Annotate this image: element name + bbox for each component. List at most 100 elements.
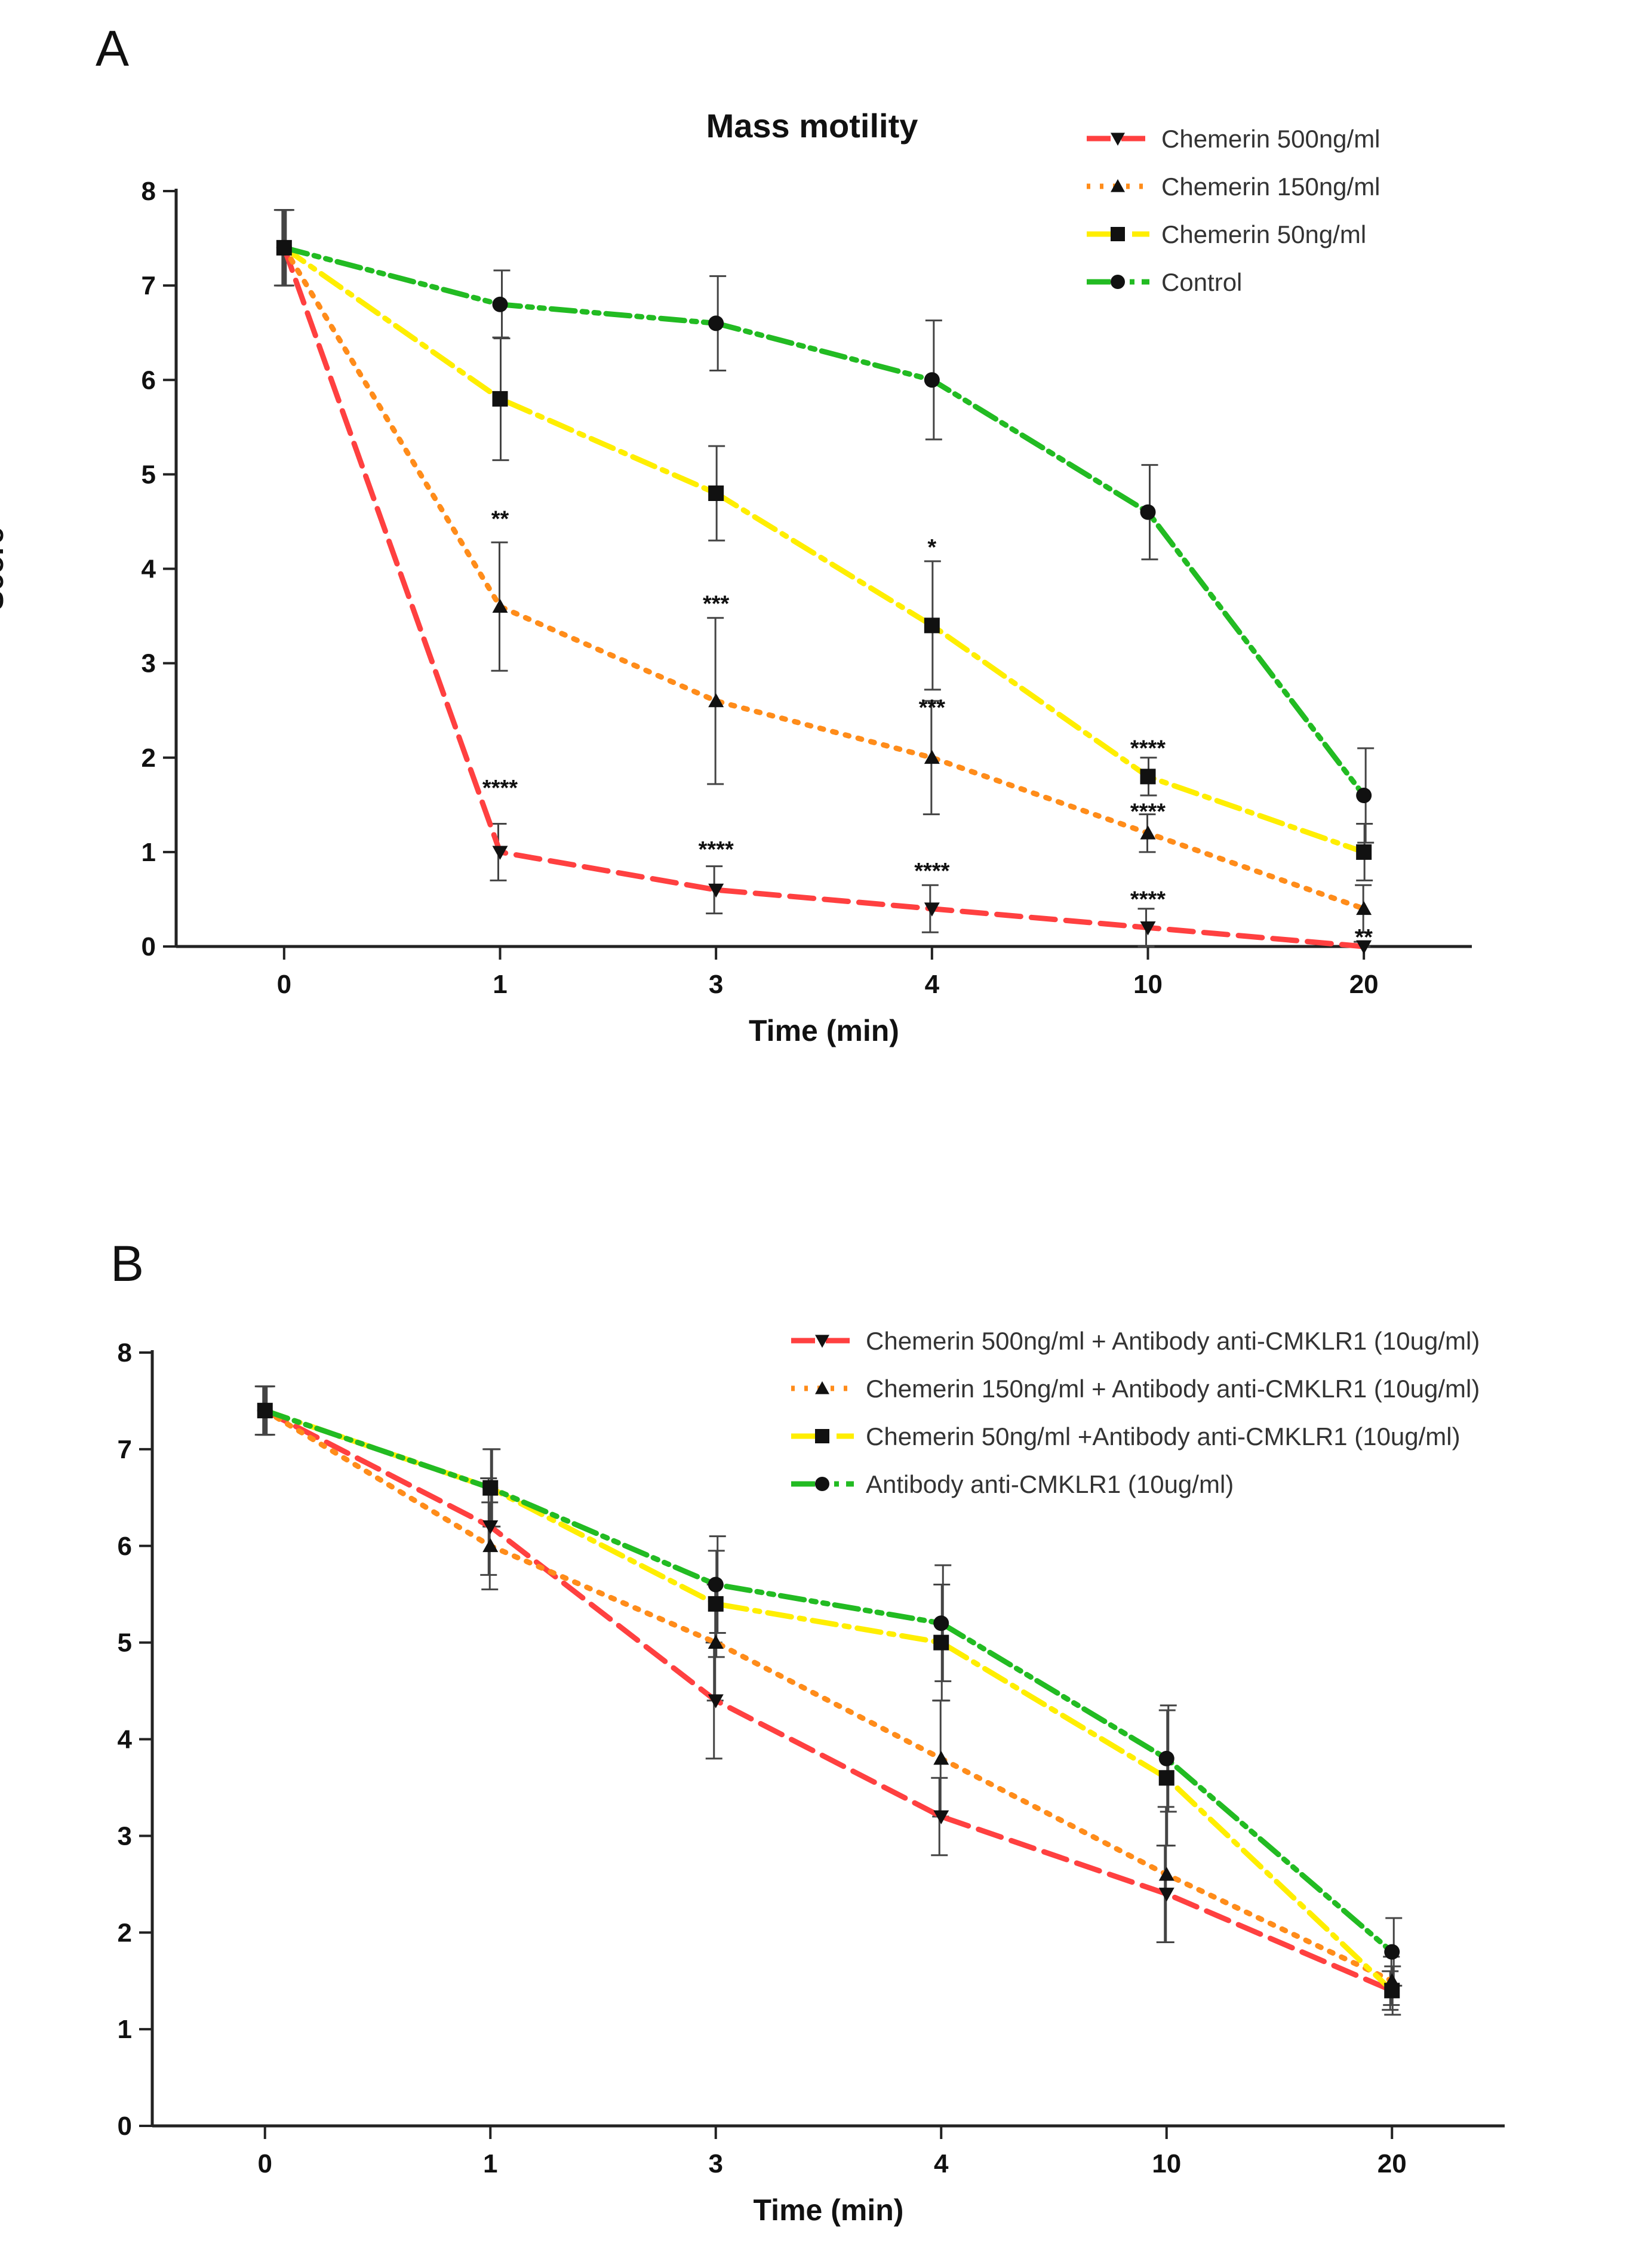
significance-annotation: ****: [1130, 887, 1166, 912]
y-tick-label: 7: [142, 271, 156, 300]
x-tick-label: 1: [483, 2149, 497, 2178]
legend-entry: Control: [1161, 268, 1242, 296]
x-tick-label: 10: [1152, 2149, 1181, 2178]
data-point-series-4: [492, 296, 508, 312]
data-point-series-3: [1158, 1770, 1174, 1786]
data-point-series-2: [492, 598, 508, 613]
legend-marker: [815, 1429, 829, 1443]
data-point-series-4: [1140, 504, 1156, 520]
y-tick-label: 8: [142, 177, 156, 206]
data-point-series-1: [492, 846, 508, 860]
data-point-series-3: [1384, 1983, 1400, 1999]
y-tick-label: 5: [118, 1628, 132, 1658]
legend-marker: [1111, 275, 1125, 289]
significance-annotation: *: [927, 535, 936, 560]
significance-annotation: **: [491, 506, 509, 531]
data-point-series-2: [1158, 1867, 1174, 1881]
y-tick-label: 1: [142, 838, 156, 867]
significance-annotation: ****: [914, 859, 949, 884]
data-point-series-4: [708, 1576, 724, 1593]
data-point-series-2: [708, 1634, 724, 1649]
data-point-series-4: [933, 1615, 949, 1631]
data-point-series-3: [933, 1634, 949, 1651]
significance-annotation: ***: [919, 696, 946, 721]
data-point-series-4: [924, 372, 940, 388]
y-tick-label: 3: [118, 1821, 132, 1851]
y-tick-label: 2: [142, 743, 156, 773]
y-tick-label: 1: [118, 2015, 132, 2044]
y-tick-label: 0: [142, 932, 156, 961]
legend-marker: [1111, 179, 1125, 192]
series-line-2: [281, 245, 1367, 912]
data-point-series-4: [1158, 1750, 1174, 1766]
significance-annotation: ****: [482, 776, 518, 801]
y-axis-label: Score: [0, 527, 10, 610]
data-point-series-1: [482, 1520, 499, 1535]
y-tick-label: 8: [118, 1338, 132, 1367]
data-point-series-2: [924, 749, 940, 764]
legend-marker: [815, 1477, 829, 1491]
data-point-series-1: [933, 1810, 949, 1824]
data-point-series-4: [257, 1403, 273, 1419]
panel-label: A: [96, 20, 129, 76]
data-point-series-3: [924, 617, 940, 634]
x-tick-label: 3: [709, 2149, 723, 2178]
data-point-series-2: [1140, 825, 1156, 840]
data-point-series-4: [1384, 1944, 1400, 1960]
data-point-series-3: [1140, 769, 1156, 785]
y-tick-label: 4: [142, 555, 156, 584]
significance-annotation: ****: [1130, 800, 1166, 825]
data-point-series-2: [708, 693, 724, 708]
legend-entry: Chemerin 150ng/ml: [1161, 173, 1380, 201]
x-tick-label: 4: [934, 2149, 949, 2178]
data-point-series-1: [924, 902, 940, 917]
y-tick-label: 6: [118, 1532, 132, 1561]
legend-entry: Chemerin 500ng/ml: [1161, 125, 1380, 153]
x-tick-label: 20: [1378, 2149, 1407, 2178]
data-point-series-3: [708, 1596, 724, 1612]
y-tick-label: 0: [118, 2112, 132, 2141]
panel-a-chart: A Mass motility 0 1 2 3 4 5 6 7 8 0 1 3 4 10 20 Time (min…: [0, 20, 1472, 1047]
legend-entry: Chemerin 500ng/ml + Antibody anti-CMKLR1…: [866, 1327, 1480, 1355]
x-axis-label: Time (min): [749, 1014, 899, 1047]
y-tick-label: 4: [118, 1725, 133, 1754]
y-tick-label: 2: [118, 1918, 132, 1947]
data-point-series-1: [708, 1694, 724, 1708]
significance-annotation: ****: [699, 837, 734, 862]
data-point-series-4: [1356, 788, 1372, 803]
data-point-series-4: [482, 1480, 499, 1496]
data-point-series-1: [1158, 1888, 1174, 1902]
legend-entry: Chemerin 50ng/ml +Antibody anti-CMKLR1 (…: [866, 1422, 1460, 1450]
panel-label: B: [110, 1236, 144, 1292]
significance-annotation: ***: [703, 592, 730, 617]
data-point-series-4: [276, 239, 292, 256]
x-tick-label: 20: [1349, 970, 1379, 999]
x-tick-label: 0: [258, 2149, 272, 2178]
legend-entry: Chemerin 150ng/ml + Antibody anti-CMKLR1…: [866, 1375, 1480, 1403]
data-point-series-1: [708, 883, 724, 898]
data-point-series-3: [1356, 844, 1372, 860]
legend-entry: Chemerin 50ng/ml: [1161, 220, 1366, 248]
data-point-series-3: [708, 485, 724, 501]
legend-marker: [1111, 133, 1125, 146]
series-line-1: [262, 1407, 1395, 1993]
series-line-3: [281, 245, 1367, 855]
x-tick-label: 3: [709, 970, 723, 999]
legend-marker: [1111, 227, 1125, 241]
data-point-series-4: [708, 315, 724, 331]
x-axis-label: Time (min): [754, 2193, 904, 2227]
series-line-4: [262, 1407, 1395, 1955]
data-point-series-3: [492, 391, 508, 407]
data-point-series-2: [482, 1538, 499, 1553]
series-line-1: [281, 245, 1367, 949]
legend-marker: [815, 1335, 829, 1348]
y-tick-label: 5: [142, 460, 156, 489]
legend-marker: [815, 1381, 829, 1394]
y-tick-label: 3: [142, 649, 156, 678]
x-tick-label: 4: [925, 970, 940, 999]
data-point-series-2: [933, 1750, 949, 1765]
y-tick-label: 6: [142, 365, 156, 395]
chart-title: Mass motility: [706, 107, 918, 145]
x-tick-label: 1: [493, 970, 507, 999]
